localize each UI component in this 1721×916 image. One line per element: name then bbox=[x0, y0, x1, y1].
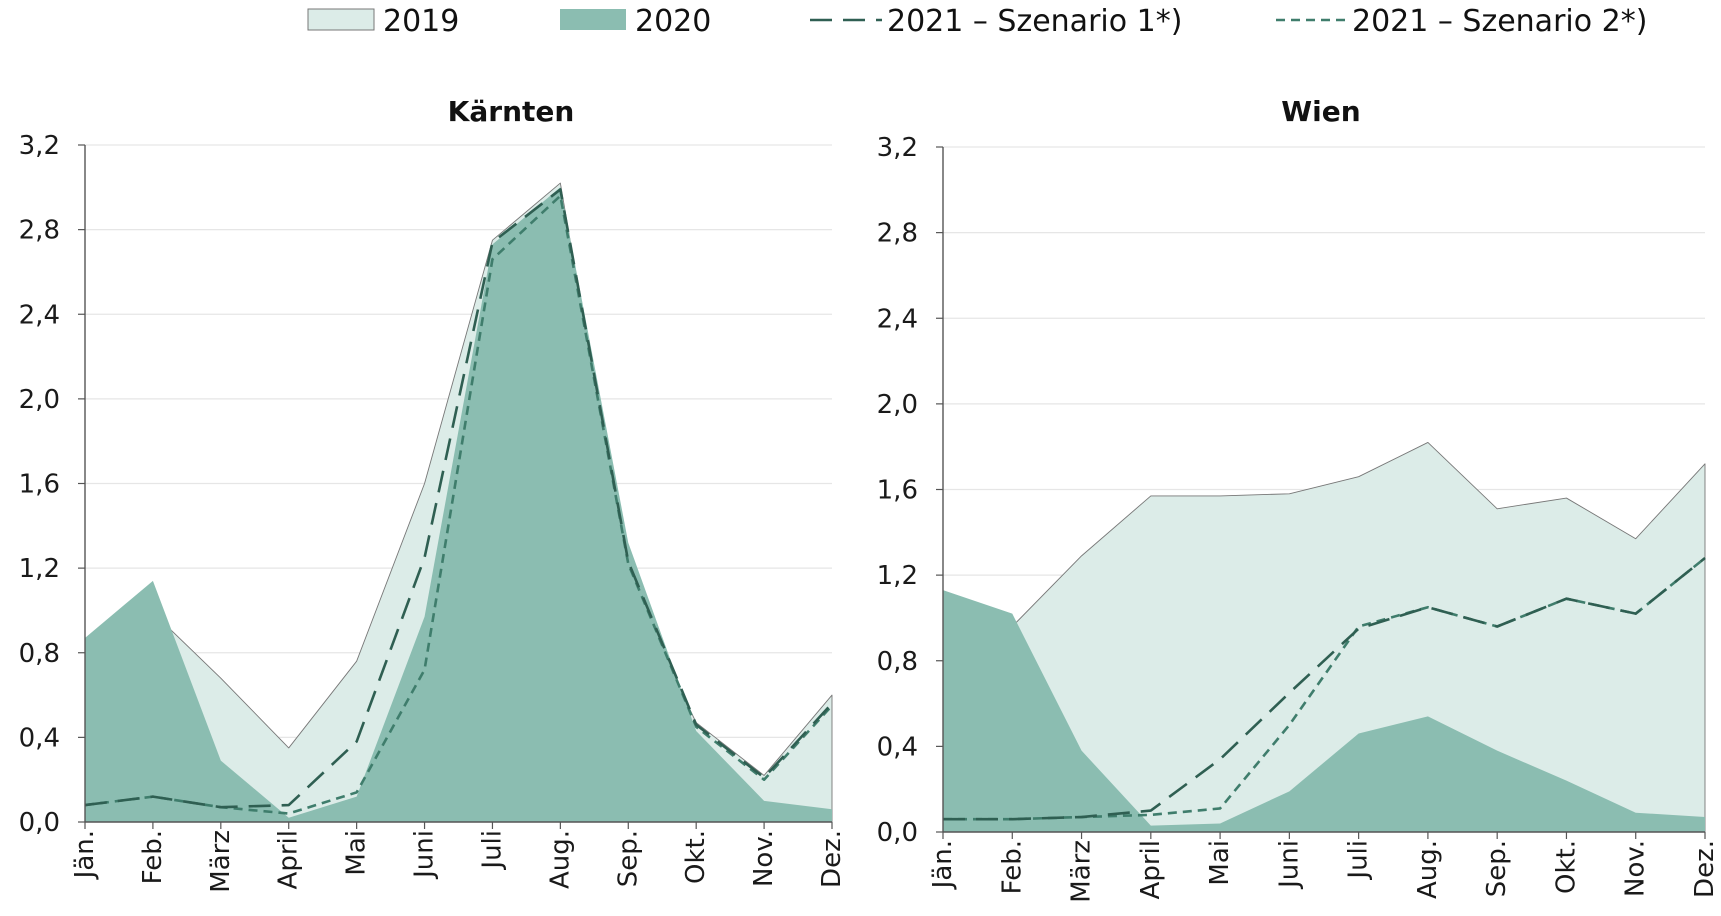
x-tick-label: Nov. bbox=[1621, 840, 1651, 897]
panel-kaernten: Kärnten 0,0 0,4 0,8 1,2 1,6 2,0 2,4 2,8 3,2 Jän. Fe… bbox=[19, 95, 847, 893]
legend-label-2019: 2019 bbox=[383, 4, 459, 39]
line-series-s2 bbox=[943, 556, 1706, 821]
legend-item-2019: 2019 bbox=[307, 4, 459, 39]
area-series-2020 bbox=[943, 590, 1705, 832]
legend-item-s2: 2021 – Szenario 2*) bbox=[1276, 4, 1647, 39]
x-tick-label: Feb. bbox=[138, 830, 168, 884]
y-tick-label: 2,8 bbox=[877, 219, 918, 249]
y-axis-ticks: 0,0 0,4 0,8 1,2 1,6 2,0 2,4 2,8 3,2 bbox=[877, 133, 943, 848]
panel-wien: Wien 0,0 0,4 0,8 1,2 1,6 2,0 2,4 2,8 3,2 Jän. Feb. M… bbox=[877, 95, 1720, 903]
area-series-2020 bbox=[85, 187, 832, 822]
y-tick-label: 1,6 bbox=[877, 476, 918, 506]
y-tick-label: 0,0 bbox=[19, 808, 60, 838]
legend-swatch-2019 bbox=[307, 8, 375, 31]
y-tick-label: 0,8 bbox=[19, 639, 60, 669]
axes bbox=[942, 147, 1705, 833]
x-tick-label: Juni bbox=[410, 830, 440, 880]
x-tick-label: Aug. bbox=[1413, 840, 1443, 899]
x-axis-ticks: Jän. Feb. März April Mai Juni Juli Aug. Sep. Okt.… bbox=[70, 822, 847, 893]
x-tick-label: März bbox=[206, 830, 236, 893]
x-tick-label: Jän. bbox=[70, 830, 100, 880]
line-series-s2 bbox=[84, 194, 833, 815]
panel-title: Wien bbox=[1281, 95, 1360, 128]
y-tick-label: 0,0 bbox=[877, 818, 918, 848]
line-series-s1 bbox=[84, 188, 833, 809]
x-tick-label: Sep. bbox=[1482, 840, 1512, 897]
y-tick-label: 0,8 bbox=[877, 647, 918, 677]
x-tick-label: Feb. bbox=[997, 840, 1027, 894]
x-axis-ticks: Jän. Feb. März April Mai Juni Juli Aug. Sep. Okt.… bbox=[928, 832, 1720, 903]
y-tick-label: 0,4 bbox=[19, 723, 60, 753]
y-tick-label: 3,2 bbox=[19, 131, 60, 161]
legend-swatch-2020 bbox=[560, 9, 626, 30]
y-tick-label: 0,4 bbox=[877, 732, 918, 762]
y-tick-label: 1,2 bbox=[877, 561, 918, 591]
x-tick-label: Mai bbox=[1205, 840, 1235, 886]
series-layer bbox=[942, 441, 1706, 833]
legend-label-s2: 2021 – Szenario 2*) bbox=[1352, 4, 1647, 39]
series-layer bbox=[84, 182, 833, 823]
y-tick-label: 1,6 bbox=[19, 470, 60, 500]
y-tick-label: 2,0 bbox=[877, 390, 918, 420]
axes bbox=[84, 145, 832, 823]
x-tick-label: Aug. bbox=[545, 830, 575, 889]
legend-label-s1: 2021 – Szenario 1*) bbox=[887, 4, 1182, 39]
x-tick-label: März bbox=[1067, 840, 1097, 903]
panel-title: Kärnten bbox=[448, 95, 575, 128]
x-tick-label: Jän. bbox=[928, 840, 958, 890]
area-series-2019 bbox=[942, 441, 1706, 833]
x-tick-label: Nov. bbox=[749, 830, 779, 887]
line-series-s1 bbox=[943, 556, 1706, 821]
x-tick-label: Okt. bbox=[681, 830, 711, 884]
x-tick-label: Juli bbox=[1344, 840, 1374, 881]
legend-item-2020: 2020 bbox=[560, 4, 711, 39]
y-tick-label: 2,0 bbox=[19, 385, 60, 415]
x-tick-label: Juli bbox=[477, 830, 507, 871]
y-tick-label: 1,2 bbox=[19, 554, 60, 584]
y-tick-label: 3,2 bbox=[877, 133, 918, 163]
legend-item-s1: 2021 – Szenario 1*) bbox=[810, 4, 1182, 39]
x-tick-label: Juni bbox=[1274, 840, 1304, 890]
y-tick-label: 2,8 bbox=[19, 216, 60, 246]
y-tick-label: 2,4 bbox=[877, 304, 918, 334]
x-tick-label: Dez. bbox=[1690, 840, 1720, 898]
legend: 2019 2020 2021 – Szenario 1*) 2021 – Szenar… bbox=[307, 4, 1647, 39]
x-tick-label: Dez. bbox=[817, 830, 847, 888]
x-tick-label: April bbox=[274, 830, 304, 889]
legend-label-2020: 2020 bbox=[635, 4, 711, 39]
x-tick-label: Okt. bbox=[1551, 840, 1581, 894]
y-tick-label: 2,4 bbox=[19, 300, 60, 330]
x-tick-label: Mai bbox=[342, 830, 372, 876]
y-axis-ticks: 0,0 0,4 0,8 1,2 1,6 2,0 2,4 2,8 3,2 bbox=[19, 131, 85, 838]
x-tick-label: Sep. bbox=[613, 830, 643, 887]
x-tick-label: April bbox=[1136, 840, 1166, 899]
